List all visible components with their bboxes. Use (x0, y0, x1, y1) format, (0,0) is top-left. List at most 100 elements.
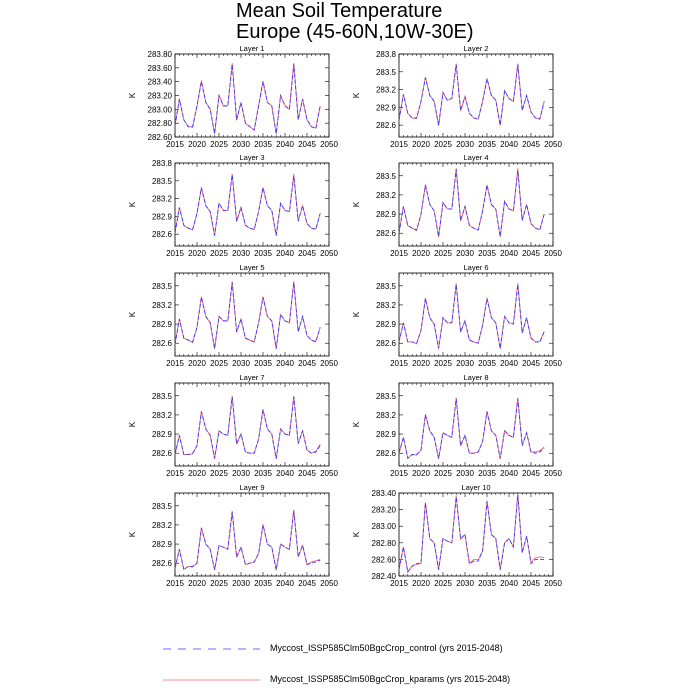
y-axis-label: K (128, 92, 137, 98)
y-tick-label: 282.6 (376, 339, 397, 348)
y-tick-label: 283.5 (376, 392, 397, 401)
y-axis-label: K (128, 201, 137, 207)
plot-frame (398, 162, 554, 247)
y-tick-label: 283.5 (152, 502, 173, 511)
y-tick-label: 282.9 (152, 212, 173, 221)
x-tick-label: 2015 (166, 469, 184, 478)
x-tick-label: 2020 (188, 249, 206, 258)
series-line-kparams (174, 62, 321, 135)
x-tick-label: 2045 (298, 140, 316, 149)
x-tick-label: 2045 (522, 359, 540, 368)
x-tick-label: 2035 (254, 140, 272, 149)
x-tick-label: 2050 (544, 469, 562, 478)
y-axis-label: K (352, 531, 361, 537)
x-tick-label: 2015 (166, 249, 184, 258)
series-line-kparams (174, 395, 321, 460)
y-axis-label: K (352, 421, 361, 427)
y-tick-label: 282.9 (376, 103, 397, 112)
x-tick-label: 2020 (412, 249, 430, 258)
plot-frame (398, 382, 554, 467)
y-axis-label: K (352, 311, 361, 317)
x-tick-label: 2050 (320, 579, 338, 588)
panel-layer-5: Layer 5 K 2015 2020 2025 2030 2035 2040 2045 2050… (128, 263, 338, 368)
panel-title: Layer 7 (239, 373, 264, 382)
x-tick-label: 2035 (254, 579, 272, 588)
x-tick-label: 2020 (188, 359, 206, 368)
plot-frame (174, 53, 330, 138)
x-tick-label: 2040 (500, 469, 518, 478)
x-tick-label: 2030 (456, 579, 474, 588)
x-tick-label: 2040 (500, 140, 518, 149)
x-tick-label: 2030 (456, 469, 474, 478)
panel-title: Layer 4 (463, 153, 488, 162)
x-tick-label: 2025 (210, 359, 228, 368)
panel-layer-4: Layer 4 K 2015 2020 2025 2030 2035 2040 2045 2050… (352, 153, 562, 258)
x-tick-label: 2015 (166, 579, 184, 588)
x-tick-label: 2035 (478, 469, 496, 478)
x-tick-label: 2030 (232, 140, 250, 149)
x-tick-label: 2045 (522, 140, 540, 149)
x-tick-label: 2035 (478, 359, 496, 368)
x-tick-label: 2020 (412, 140, 430, 149)
series-line-control (174, 396, 321, 459)
series-line-control (398, 494, 545, 573)
panel-title: Layer 3 (239, 153, 264, 162)
x-tick-label: 2045 (298, 359, 316, 368)
plot-frame (398, 492, 554, 577)
y-tick-label: 282.6 (152, 559, 173, 568)
x-tick-label: 2025 (210, 579, 228, 588)
y-axis-label: K (352, 92, 361, 98)
x-tick-label: 2035 (254, 469, 272, 478)
x-tick-label: 2030 (232, 359, 250, 368)
y-tick-label: 282.6 (152, 230, 173, 239)
y-tick-label: 283.5 (152, 282, 173, 291)
y-tick-label: 282.9 (376, 430, 397, 439)
legend-label-kparams: Myccost_ISSP585Clm50BgcCrop_kparams (yrs… (270, 674, 511, 684)
series-line-control (174, 174, 321, 236)
plot-frame (174, 162, 330, 247)
x-tick-label: 2030 (232, 579, 250, 588)
y-tick-label: 283.40 (372, 489, 397, 498)
x-tick-label: 2050 (544, 140, 562, 149)
y-tick-label: 283.2 (152, 521, 173, 530)
x-tick-label: 2050 (544, 579, 562, 588)
y-axis-label: K (352, 201, 361, 207)
series-line-control (174, 282, 321, 349)
y-tick-label: 282.6 (376, 229, 397, 238)
x-tick-label: 2020 (188, 140, 206, 149)
y-tick-label: 283.2 (152, 411, 173, 420)
x-tick-label: 2015 (166, 140, 184, 149)
x-tick-label: 2040 (276, 359, 294, 368)
x-tick-label: 2020 (188, 469, 206, 478)
series-line-control (174, 64, 321, 134)
x-tick-label: 2040 (276, 469, 294, 478)
y-tick-label: 283.8 (376, 50, 397, 59)
y-tick-label: 282.9 (152, 430, 173, 439)
y-tick-label: 282.60 (148, 133, 173, 142)
y-tick-label: 282.6 (376, 121, 397, 130)
plot-frame (398, 272, 554, 357)
series-line-kparams (398, 168, 545, 238)
x-tick-label: 2025 (434, 579, 452, 588)
x-tick-label: 2040 (500, 359, 518, 368)
y-tick-label: 283.5 (152, 177, 173, 186)
x-tick-label: 2040 (276, 140, 294, 149)
y-tick-label: 283.40 (148, 78, 173, 87)
y-tick-label: 283.20 (372, 506, 397, 515)
panel-layer-10: Layer 10 K 2015 2020 2025 2030 2035 2040 2045 205… (352, 483, 562, 588)
y-tick-label: 282.9 (376, 320, 397, 329)
panel-layer-9: Layer 9 K 2015 2020 2025 2030 2035 2040 2045 2050… (128, 483, 338, 588)
series-line-kparams (398, 283, 545, 350)
x-tick-label: 2035 (478, 249, 496, 258)
y-tick-label: 282.6 (152, 339, 173, 348)
x-tick-label: 2020 (412, 469, 430, 478)
x-tick-label: 2025 (434, 359, 452, 368)
panel-layer-1: Layer 1 K 2015 2020 2025 2030 2035 2040 2045 2050… (128, 44, 338, 149)
x-tick-label: 2045 (298, 249, 316, 258)
panel-title: Layer 9 (239, 483, 264, 492)
y-tick-label: 282.6 (376, 449, 397, 458)
x-tick-label: 2020 (188, 579, 206, 588)
x-tick-label: 2050 (544, 249, 562, 258)
x-tick-label: 2040 (276, 249, 294, 258)
x-tick-label: 2025 (434, 140, 452, 149)
